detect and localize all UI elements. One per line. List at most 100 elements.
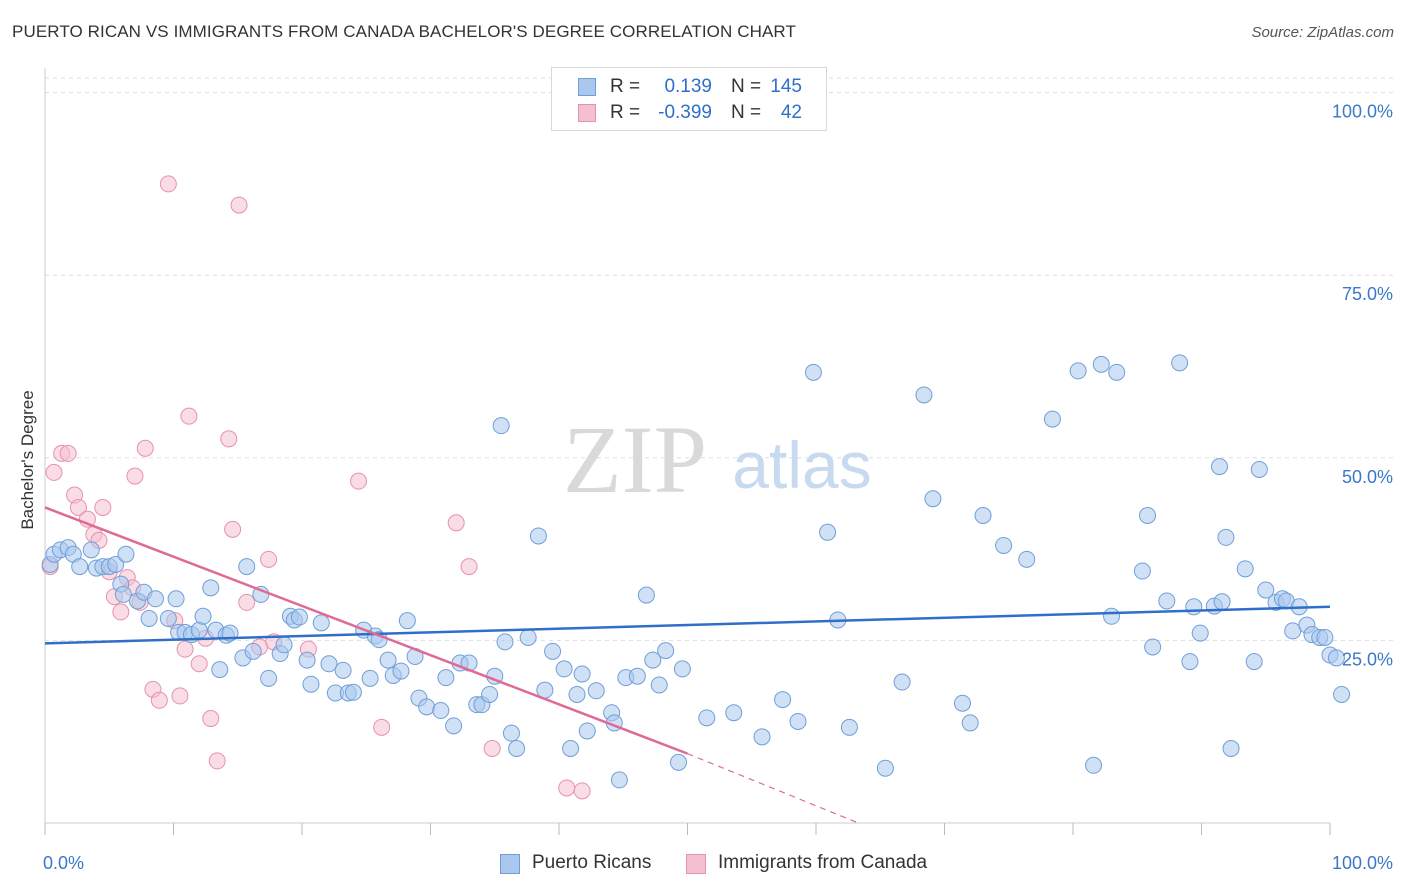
data-point-canada <box>136 439 154 457</box>
data-point-puerto-ricans <box>159 609 177 627</box>
data-point-puerto-ricans <box>320 655 338 673</box>
legend-row-puerto-ricans: R = 0.139 N = 145 <box>552 76 826 102</box>
data-point-puerto-ricans <box>555 660 573 678</box>
data-point-puerto-ricans <box>114 585 132 603</box>
data-point-puerto-ricans <box>1245 653 1263 671</box>
data-point-puerto-ricans <box>578 722 596 740</box>
legend-swatch-pink <box>686 854 706 874</box>
data-point-puerto-ricans <box>657 642 675 660</box>
x-tick-label-min: 0.0% <box>43 853 84 873</box>
x-tick-label-max: 100.0% <box>1332 853 1393 873</box>
data-point-puerto-ricans <box>725 704 743 722</box>
data-point-puerto-ricans <box>995 536 1013 554</box>
n-label: N = <box>731 76 762 97</box>
data-point-canada <box>483 740 501 757</box>
trend-line-canada-extension <box>687 753 859 824</box>
data-point-canada <box>220 430 238 448</box>
data-point-puerto-ricans <box>418 698 436 716</box>
data-point-puerto-ricans <box>167 590 185 608</box>
y-tick-label: 100.0% <box>1332 102 1393 122</box>
data-point-puerto-ricans <box>211 661 229 679</box>
data-point-puerto-ricans <box>544 642 562 660</box>
data-point-canada <box>260 550 278 568</box>
data-point-canada <box>373 718 391 736</box>
data-point-canada <box>112 603 130 621</box>
watermark-atlas: atlas <box>732 428 871 502</box>
data-point-puerto-ricans <box>379 651 397 669</box>
data-point-canada <box>176 640 194 658</box>
data-point-puerto-ricans <box>1103 607 1121 625</box>
data-point-puerto-ricans <box>437 669 455 687</box>
data-point-puerto-ricans <box>275 636 293 654</box>
data-point-puerto-ricans <box>334 661 352 679</box>
data-point-puerto-ricans <box>290 608 308 626</box>
data-point-puerto-ricans <box>1069 362 1087 380</box>
data-point-puerto-ricans <box>974 507 992 525</box>
data-point-puerto-ricans <box>1257 581 1275 599</box>
data-point-canada <box>558 779 576 797</box>
data-point-puerto-ricans <box>496 633 514 651</box>
data-point-puerto-ricans <box>1213 593 1231 611</box>
data-point-puerto-ricans <box>147 590 165 608</box>
trend-line-canada <box>44 506 688 755</box>
data-point-canada <box>159 175 177 193</box>
data-point-puerto-ricans <box>1333 685 1351 703</box>
n-label: N = <box>731 102 762 123</box>
data-point-puerto-ricans <box>344 683 362 701</box>
axes <box>44 68 1331 835</box>
data-point-puerto-ricans <box>924 490 942 508</box>
data-point-puerto-ricans <box>915 386 933 404</box>
data-point-canada <box>208 752 226 770</box>
r-value: -0.399 <box>658 102 712 123</box>
watermark: ZIP atlas <box>563 406 872 513</box>
data-point-puerto-ricans <box>568 685 586 703</box>
source-label: Source: ZipAtlas.com <box>1251 24 1394 41</box>
legend-row-canada: R = -0.399 N = 42 <box>552 102 826 128</box>
legend-swatch-blue <box>578 78 596 96</box>
data-point-canada <box>171 687 189 705</box>
data-point-puerto-ricans <box>1108 363 1126 381</box>
r-label: R = <box>610 102 641 123</box>
data-point-puerto-ricans <box>637 586 655 604</box>
data-point-puerto-ricans <box>1085 756 1103 774</box>
data-point-puerto-ricans <box>398 612 416 630</box>
data-point-canada <box>460 558 478 576</box>
y-tick-label: 25.0% <box>1342 649 1393 669</box>
data-point-puerto-ricans <box>194 607 212 625</box>
data-point-puerto-ricans <box>610 771 628 789</box>
data-point-puerto-ricans <box>673 660 691 678</box>
data-point-puerto-ricans <box>202 579 220 597</box>
data-point-puerto-ricans <box>774 691 792 709</box>
data-point-puerto-ricans <box>1171 354 1189 372</box>
data-point-puerto-ricans <box>481 685 499 703</box>
data-point-puerto-ricans <box>1222 740 1240 757</box>
r-value: 0.139 <box>664 76 712 97</box>
data-point-puerto-ricans <box>1236 560 1254 578</box>
data-point-puerto-ricans <box>1284 622 1302 640</box>
data-point-puerto-ricans <box>392 662 410 680</box>
data-point-puerto-ricans <box>1144 638 1162 656</box>
data-point-puerto-ricans <box>445 717 463 735</box>
legend-label: Puerto Ricans <box>532 852 652 873</box>
r-label: R = <box>610 76 641 97</box>
tick-labels: 25.0% 50.0% 75.0% 100.0% 0.0% 100.0% <box>43 102 1393 873</box>
data-point-puerto-ricans <box>1092 355 1110 373</box>
data-point-canada <box>59 444 77 462</box>
data-point-puerto-ricans <box>753 728 771 746</box>
data-point-canada <box>94 498 112 516</box>
data-point-puerto-ricans <box>1185 598 1203 616</box>
y-tick-label: 75.0% <box>1342 284 1393 304</box>
data-point-puerto-ricans <box>140 609 158 627</box>
n-value: 145 <box>770 76 802 97</box>
data-point-puerto-ricans <box>298 651 316 669</box>
data-point-puerto-ricans <box>508 740 526 757</box>
data-point-canada <box>573 782 591 800</box>
data-point-canada <box>230 196 248 214</box>
data-point-canada <box>350 472 368 490</box>
data-point-puerto-ricans <box>1133 562 1151 580</box>
data-point-puerto-ricans <box>432 702 450 720</box>
data-point-puerto-ricans <box>587 682 605 700</box>
data-point-puerto-ricans <box>644 651 662 669</box>
n-value: 42 <box>780 102 802 123</box>
